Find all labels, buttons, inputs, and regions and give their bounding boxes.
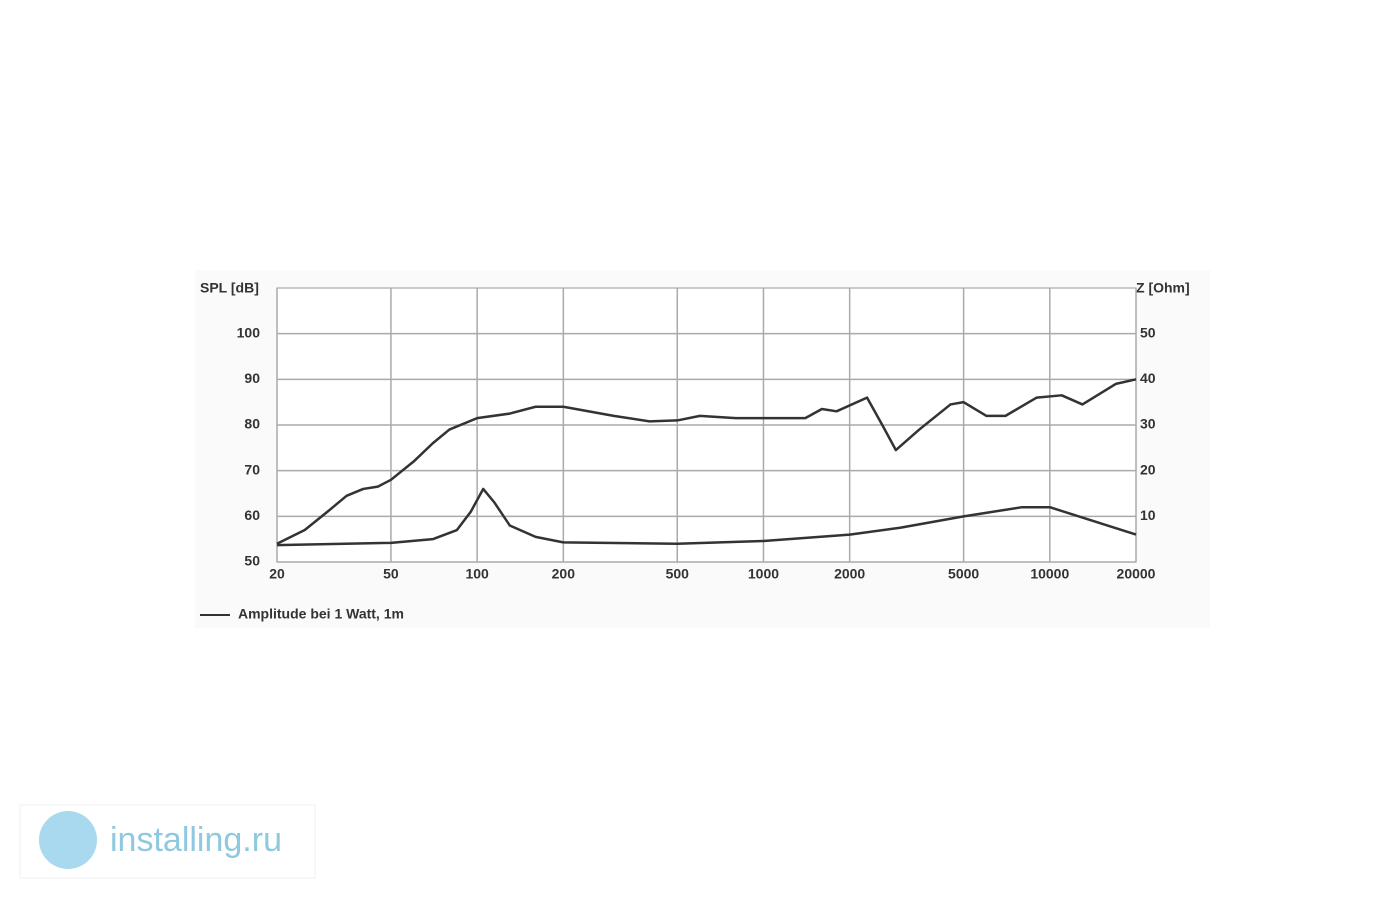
- watermark: installing.ru: [110, 821, 282, 859]
- series-line: [276, 378, 1137, 545]
- x-tick-label: 5000: [948, 566, 979, 582]
- y-tick-label: 70: [244, 461, 260, 477]
- y-tick-label: 60: [244, 507, 260, 523]
- series-line: [276, 487, 1137, 547]
- y-axis-label: SPL [dB]: [200, 280, 259, 296]
- y-tick-label: 50: [244, 553, 260, 569]
- y2-tick-label: 40: [1140, 370, 1156, 386]
- x-tick-label: 50: [383, 566, 399, 582]
- x-tick-label: 200: [552, 566, 576, 582]
- legend-label: Amplitude bei 1 Watt, 1m: [238, 606, 404, 622]
- y2-tick-label: 10: [1140, 507, 1156, 523]
- x-tick-label: 100: [465, 566, 489, 582]
- x-tick-label: 2000: [834, 566, 865, 582]
- y2-tick-label: 50: [1140, 324, 1156, 340]
- y2-tick-label: 30: [1140, 416, 1156, 432]
- watermark-icon: [39, 811, 97, 869]
- y2-axis-label: Z [Ohm]: [1136, 280, 1190, 296]
- y2-tick-label: 20: [1140, 461, 1156, 477]
- y-tick-label: 80: [244, 416, 260, 432]
- watermark-box: [19, 804, 316, 879]
- x-tick-label: 10000: [1030, 566, 1069, 582]
- y-tick-label: 90: [244, 370, 260, 386]
- x-tick-label: 20000: [1117, 566, 1156, 582]
- x-tick-label: 500: [666, 566, 690, 582]
- x-tick-label: 20: [269, 566, 285, 582]
- x-tick-label: 1000: [748, 566, 779, 582]
- y-tick-label: 100: [237, 324, 261, 340]
